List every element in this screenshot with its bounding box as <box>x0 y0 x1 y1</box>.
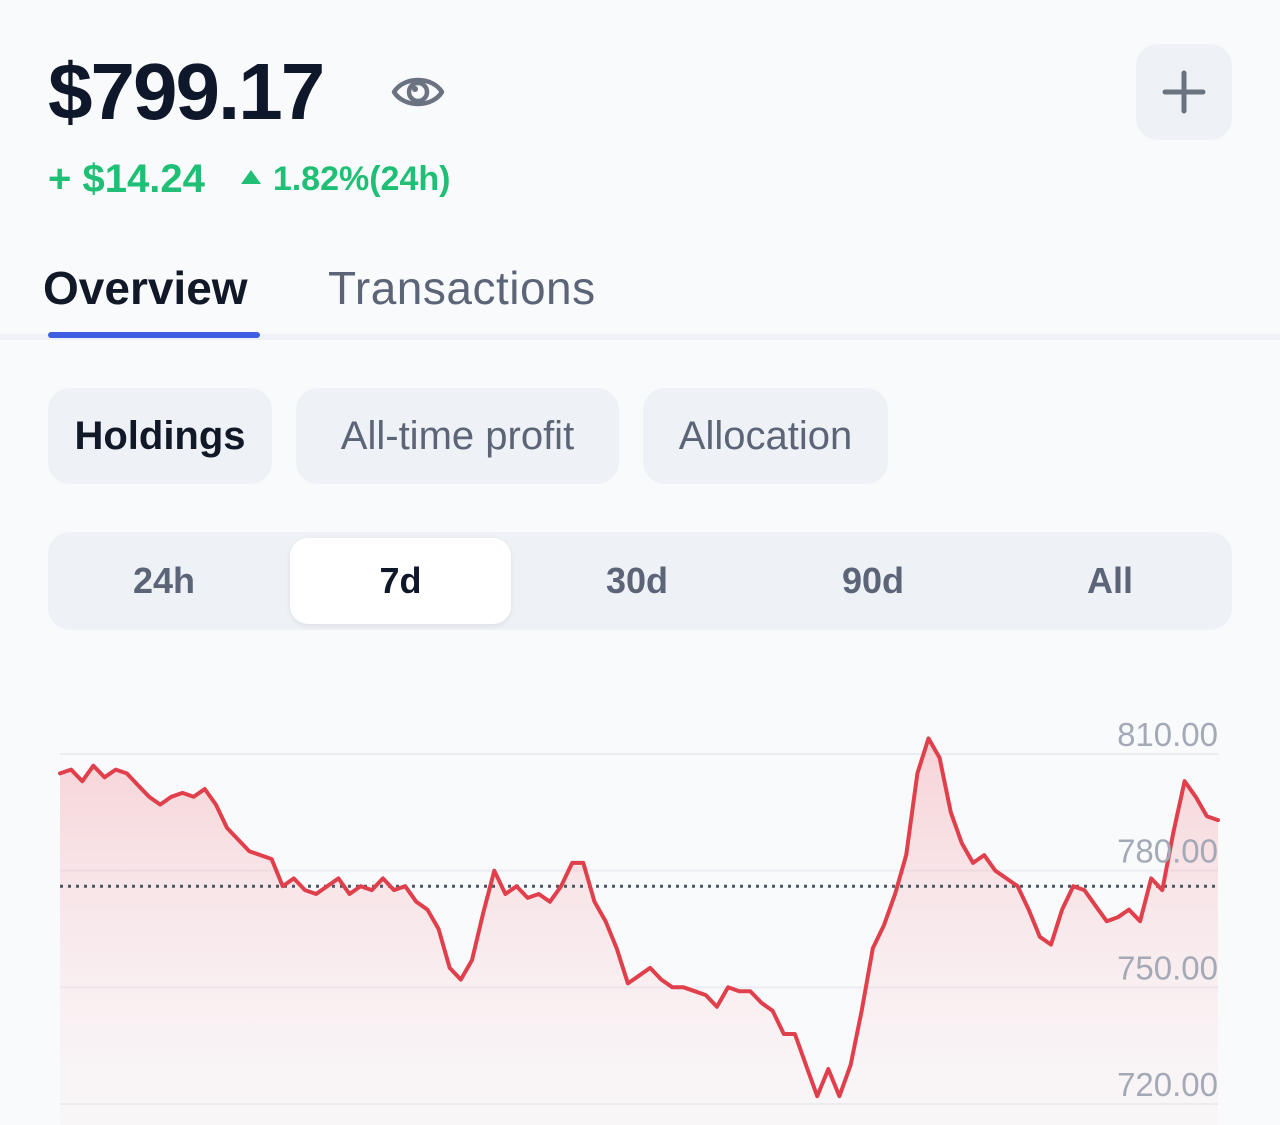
time-range-selector: 24h 7d 30d 90d All <box>48 532 1232 630</box>
tab-overview[interactable]: Overview <box>43 262 248 314</box>
chip-all-time-profit[interactable]: All-time profit <box>296 388 619 484</box>
range-90d[interactable]: 90d <box>841 560 905 601</box>
active-tab-indicator <box>48 332 260 338</box>
change-percent: 1.82%(24h) <box>272 159 451 198</box>
portfolio-balance: $799.17 <box>48 47 325 136</box>
eye-icon[interactable] <box>390 70 446 114</box>
range-30d[interactable]: 30d <box>605 560 669 601</box>
chip-holdings[interactable]: Holdings <box>48 388 272 484</box>
y-axis-tick-label: 750.00 <box>1117 949 1218 986</box>
plus-icon <box>1162 70 1206 114</box>
y-axis-tick-label: 780.00 <box>1117 833 1218 870</box>
change-amount: + $14.24 <box>48 156 205 201</box>
triangle-up-icon <box>240 170 261 184</box>
chip-allocation[interactable]: Allocation <box>643 388 888 484</box>
holdings-chart: 810.00 780.00 750.00 720.00 <box>58 716 1220 1125</box>
tab-transactions[interactable]: Transactions <box>328 262 596 314</box>
main-tabs: Overview Transactions <box>0 250 1280 340</box>
range-24h[interactable]: 24h <box>132 560 196 601</box>
y-axis-tick-label: 720.00 <box>1117 1066 1218 1103</box>
range-all[interactable]: All <box>1086 560 1133 601</box>
y-axis-tick-label: 810.00 <box>1117 716 1218 753</box>
chart-line <box>58 736 1220 1099</box>
chart-area <box>60 738 1218 1125</box>
add-button[interactable] <box>1136 44 1232 140</box>
change-row: + $14.24 1.82%(24h) <box>48 156 450 202</box>
range-7d[interactable]: 7d <box>290 538 511 624</box>
